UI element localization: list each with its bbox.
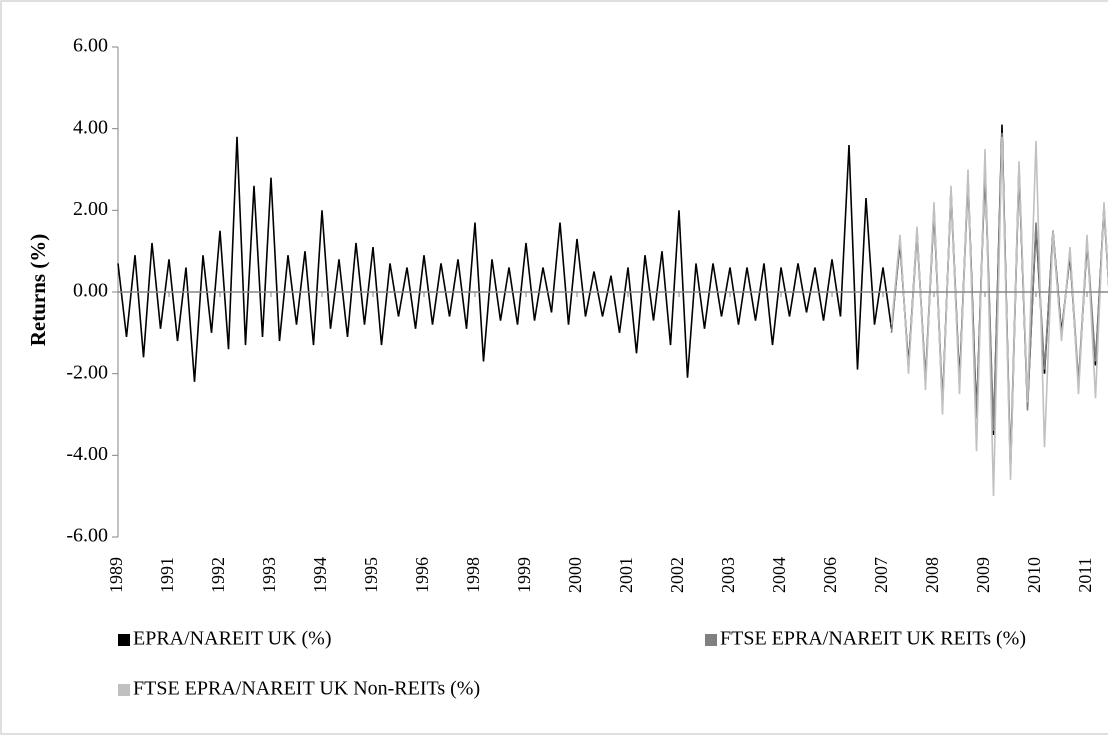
x-tick-label: 2010 — [1024, 557, 1044, 593]
x-tick-label: 1994 — [310, 557, 330, 593]
legend-swatch — [705, 634, 717, 646]
x-tick-label: 2004 — [769, 557, 789, 593]
x-tick-label: 2001 — [616, 557, 636, 593]
x-tick-label: 1991 — [157, 557, 177, 593]
y-tick-label: 0.00 — [73, 280, 108, 302]
x-tick-label: 1989 — [106, 557, 126, 593]
x-tick-label: 1992 — [208, 557, 228, 593]
y-tick-label: 4.00 — [73, 116, 108, 138]
y-tick-label: 2.00 — [73, 198, 108, 220]
y-tick-label: -2.00 — [66, 361, 108, 383]
x-tick-label: 2009 — [973, 557, 993, 593]
y-tick-label: -4.00 — [66, 443, 108, 465]
x-tick-label: 2002 — [667, 557, 687, 593]
series-line — [890, 136, 1108, 497]
x-tick-label: 1993 — [259, 557, 279, 593]
legend-label: EPRA/NAREIT UK (%) — [133, 628, 332, 650]
x-tick-label: 2006 — [820, 557, 840, 593]
legend-swatch — [118, 684, 130, 696]
x-tick-label: 2000 — [565, 557, 585, 593]
x-tick-label: 2008 — [922, 557, 942, 593]
x-tick-label: 2011 — [1075, 557, 1095, 592]
x-tick-label: 2007 — [871, 557, 891, 593]
x-tick-label: 1996 — [412, 557, 432, 593]
x-tick-label: 1995 — [361, 557, 381, 593]
y-tick-label: -6.00 — [66, 525, 108, 547]
legend-label: FTSE EPRA/NAREIT UK REITs (%) — [720, 628, 1026, 650]
y-tick-label: 6.00 — [73, 35, 108, 57]
legend-swatch — [118, 634, 130, 646]
y-axis-label: Returns (%) — [26, 234, 50, 347]
x-tick-label: 1998 — [463, 557, 483, 593]
legend-label: FTSE EPRA/NAREIT UK Non-REITs (%) — [133, 678, 480, 700]
x-tick-label: 1999 — [514, 557, 534, 593]
x-tick-label: 2003 — [718, 557, 738, 593]
